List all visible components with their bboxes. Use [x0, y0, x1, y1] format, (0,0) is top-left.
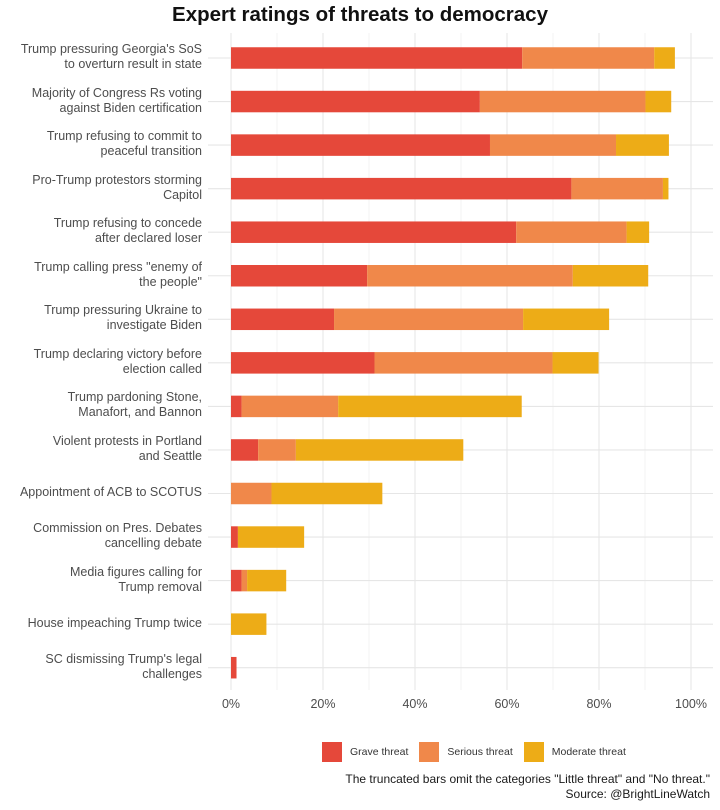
- y-tick-label: House impeaching Trump twice: [27, 615, 202, 630]
- x-tick-label: 0%: [222, 697, 240, 711]
- bar-segment-grave-threat: [231, 439, 259, 461]
- y-tick-label: Trump calling press "enemy of the people…: [34, 259, 202, 289]
- chart-title: Expert ratings of threats to democracy: [172, 3, 548, 26]
- y-tick-label: SC dismissing Trump's legal challenges: [45, 651, 202, 681]
- bar-segment-moderate-threat: [654, 47, 675, 69]
- bar-segment-grave-threat: [231, 265, 368, 287]
- y-tick-label: Appointment of ACB to SCOTUS: [19, 485, 202, 499]
- legend: Grave threat Serious threat Moderate threa…: [322, 742, 637, 762]
- legend-item: Serious threat: [419, 742, 513, 762]
- bar-segment-moderate-threat: [645, 90, 672, 113]
- y-tick-label: Trump pressuring Ukraine to investigate …: [44, 303, 202, 333]
- bar-segment-moderate-threat: [523, 308, 610, 331]
- x-tick-label: 80%: [586, 697, 611, 711]
- legend-label: Grave threat: [350, 746, 409, 758]
- bar-segment-serious-threat: [489, 134, 617, 156]
- bar-segment-moderate-threat: [662, 177, 669, 200]
- bar-segment-grave-threat: [231, 221, 517, 243]
- y-tick-label: Trump pardoning Stone, Manafort, and Ban…: [67, 390, 202, 420]
- bar-segment-serious-threat: [241, 569, 248, 592]
- legend-item: Grave threat: [322, 742, 408, 762]
- bar-segment-grave-threat: [231, 177, 572, 200]
- y-tick-label: Trump refusing to concede after declared…: [53, 216, 202, 246]
- bar-segment-grave-threat: [231, 47, 523, 69]
- bar-segment-serious-threat: [367, 265, 573, 287]
- legend-item: Moderate threat: [523, 742, 626, 762]
- bar-segment-moderate-threat: [338, 395, 522, 418]
- legend-label: Moderate threat: [551, 746, 626, 758]
- bar-segment-grave-threat: [231, 526, 238, 548]
- bar-segment-serious-threat: [374, 352, 553, 374]
- bar-segment-serious-threat: [522, 47, 655, 69]
- y-tick-label: Commission on Pres. Debates cancelling d…: [33, 521, 202, 551]
- bar-segment-serious-threat: [479, 90, 646, 113]
- bar-segment-grave-threat: [231, 656, 237, 679]
- legend-swatch: [419, 742, 440, 762]
- bar-segment-serious-threat: [231, 482, 272, 505]
- bar-segment-grave-threat: [231, 90, 480, 113]
- x-tick-label: 60%: [494, 697, 519, 711]
- x-tick-label: 20%: [310, 697, 335, 711]
- caption: The truncated bars omit the categories "…: [345, 772, 710, 802]
- x-tick-label: 40%: [402, 697, 427, 711]
- bars: [231, 47, 675, 679]
- bar-segment-grave-threat: [231, 134, 490, 156]
- bar-segment-moderate-threat: [247, 569, 287, 592]
- bar-segment-moderate-threat: [237, 526, 305, 548]
- bar-segment-serious-threat: [571, 177, 663, 200]
- bar-segment-moderate-threat: [572, 265, 649, 287]
- bar-segment-moderate-threat: [552, 352, 599, 374]
- y-tick-label: Trump pressuring Georgia's SoS to overtu…: [20, 42, 202, 71]
- caption-note: The truncated bars omit the categories "…: [345, 772, 710, 786]
- y-tick-label: Media figures calling for Trump removal: [69, 564, 202, 594]
- bar-segment-serious-threat: [516, 221, 627, 243]
- bar-segment-serious-threat: [258, 439, 296, 461]
- bar-segment-serious-threat: [334, 308, 524, 331]
- legend-swatch: [322, 742, 342, 762]
- bar-segment-grave-threat: [231, 395, 242, 418]
- y-tick-label: Majority of Congress Rs voting against B…: [31, 85, 202, 115]
- y-tick-label: Trump declaring victory before election …: [33, 346, 202, 376]
- legend-swatch: [523, 742, 544, 762]
- bar-segment-grave-threat: [231, 569, 242, 592]
- bar-segment-serious-threat: [241, 395, 339, 418]
- x-tick-label: 100%: [675, 697, 707, 711]
- y-tick-label: Trump refusing to commit to peaceful tra…: [46, 129, 202, 159]
- bar-segment-moderate-threat: [616, 134, 669, 156]
- bar-segment-grave-threat: [231, 352, 375, 374]
- bar-segment-moderate-threat: [626, 221, 650, 243]
- bar-segment-grave-threat: [231, 308, 335, 331]
- bar-segment-moderate-threat: [295, 439, 464, 461]
- y-tick-label: Violent protests in Portland and Seattle: [52, 433, 202, 463]
- caption-source: Source: @BrightLineWatch: [565, 787, 710, 801]
- legend-label: Serious threat: [447, 746, 513, 758]
- bar-segment-moderate-threat: [231, 613, 267, 635]
- x-axis-ticks: 0% 20% 40% 60% 80% 100%: [222, 697, 707, 711]
- bar-segment-moderate-threat: [271, 482, 383, 505]
- y-tick-label: Pro-Trump protestors storming Capitol: [32, 172, 202, 202]
